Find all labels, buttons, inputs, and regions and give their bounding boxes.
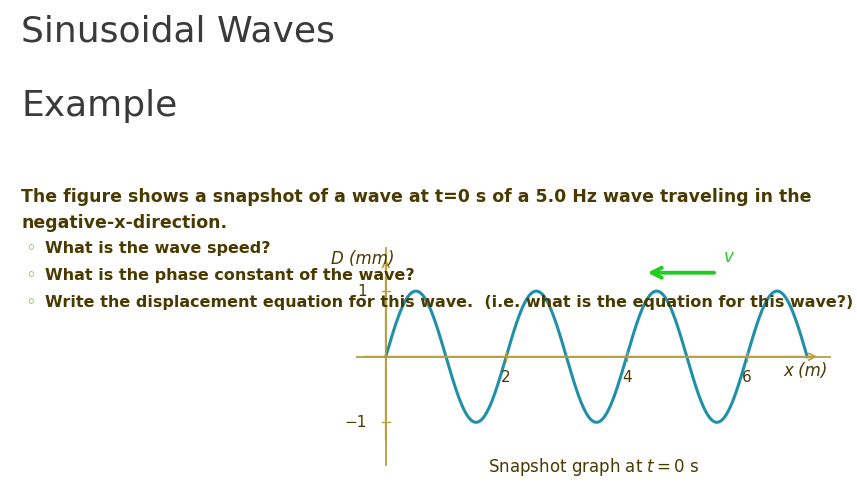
Text: What is the wave speed?: What is the wave speed?	[45, 241, 271, 256]
Text: What is the phase constant of the wave?: What is the phase constant of the wave?	[45, 268, 415, 283]
Text: x (m): x (m)	[784, 362, 828, 380]
Text: D (mm): D (mm)	[331, 250, 394, 269]
Text: 2: 2	[501, 370, 511, 385]
Text: ◦: ◦	[27, 241, 36, 255]
Text: $v$: $v$	[723, 248, 735, 266]
Text: −1: −1	[345, 415, 367, 430]
Text: Example: Example	[21, 89, 177, 123]
Text: Write the displacement equation for this wave.  (i.e. what is the equation for t: Write the displacement equation for this…	[45, 295, 854, 310]
Text: 4: 4	[622, 370, 632, 385]
Text: Snapshot graph at $t = 0$ s: Snapshot graph at $t = 0$ s	[488, 456, 699, 478]
Text: ◦: ◦	[27, 295, 36, 309]
Text: Sinusoidal Waves: Sinusoidal Waves	[21, 15, 335, 49]
Text: The figure shows a snapshot of a wave at t=0 s of a 5.0 Hz wave traveling in the: The figure shows a snapshot of a wave at…	[21, 188, 812, 206]
Text: 1: 1	[357, 283, 367, 299]
Text: ◦: ◦	[27, 268, 36, 282]
Text: 6: 6	[742, 370, 752, 385]
Text: negative-x-direction.: negative-x-direction.	[21, 214, 227, 232]
